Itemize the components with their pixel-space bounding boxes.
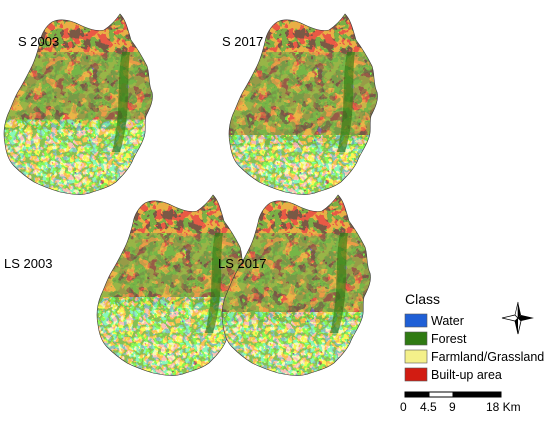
scale-tick-label: 4.5 (420, 400, 437, 414)
legend-swatch (404, 331, 428, 346)
scale-tick-label: 0 (400, 400, 407, 414)
scale-tick-labels: 0 4.5 9 18 Km (400, 400, 521, 414)
map-panels: S 2003 S 2017 LS 2003 LS 2017 (3, 13, 379, 377)
panel-label-s-2003: S 2003 (18, 34, 59, 49)
legend-label: Built-up area (431, 368, 502, 382)
legend-label: Forest (431, 332, 467, 346)
legend-label: Farmland/Grassland (431, 350, 544, 364)
scale-segment-3 (453, 392, 501, 397)
map-panel-ls-2017: LS 2017 (218, 194, 372, 377)
map-panel-s-2003: S 2003 (3, 13, 154, 196)
panel-label-ls-2017: LS 2017 (218, 256, 266, 271)
legend-label: Water (431, 314, 464, 328)
panel-label-ls-2003: LS 2003 (4, 256, 52, 271)
scale-segment-1 (405, 392, 429, 397)
legend-swatch (404, 349, 428, 364)
scale-segment-2 (428, 391, 454, 398)
legend-title: Class (405, 291, 440, 307)
scale-outline (404, 391, 502, 398)
panel-label-s-2017: S 2017 (222, 34, 263, 49)
legend-swatch (404, 313, 428, 328)
scale-tick-label: 9 (449, 400, 456, 414)
legend-item: Built-up area (404, 367, 502, 382)
map-panel-s-2017: S 2017 (222, 13, 379, 196)
map-panel-ls-2003: LS 2003 (4, 194, 247, 377)
legend: Class Water Forest Farmland/Grassland Built… (404, 291, 544, 382)
compass-rose-icon (501, 301, 534, 335)
scale-bar: 0 4.5 9 18 Km (400, 391, 521, 414)
scale-tick-label: 18 Km (486, 400, 521, 414)
legend-item: Forest (404, 331, 467, 346)
legend-swatch (404, 367, 428, 382)
legend-item: Water (404, 313, 464, 328)
legend-item: Farmland/Grassland (404, 349, 544, 364)
legend-items: Water Forest Farmland/Grassland Built-up ar… (404, 313, 544, 382)
